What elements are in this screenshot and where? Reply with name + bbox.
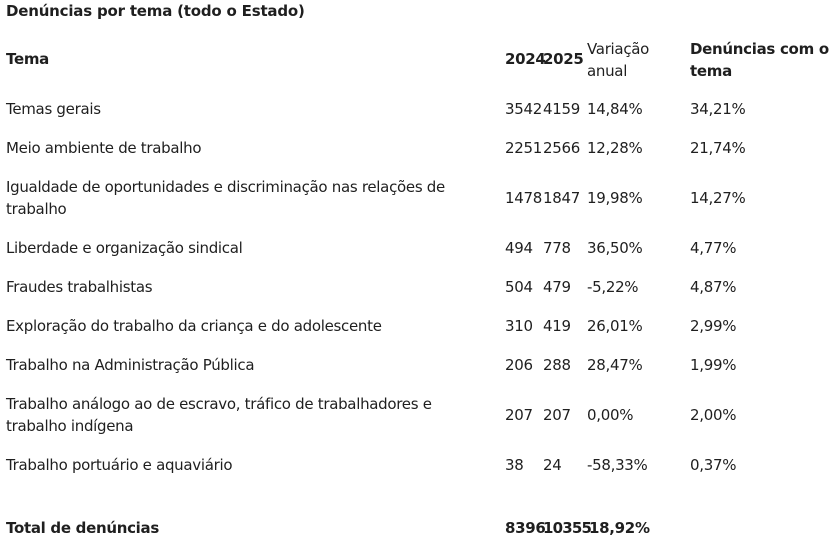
table-row-pct: 4,77%: [690, 239, 737, 257]
table-row-2025: 4159: [543, 100, 580, 118]
table-row-variacao: 0,00%: [587, 406, 634, 424]
table-row-pct: 1,99%: [690, 356, 737, 374]
total-label: Total de denúncias: [6, 519, 159, 537]
table-row-pct: 2,99%: [690, 317, 737, 335]
table-row-pct: 14,27%: [690, 189, 746, 207]
table-row-2025: 778: [543, 239, 571, 257]
table-row-2025: 419: [543, 317, 571, 335]
table-row-pct: 21,74%: [690, 139, 746, 157]
table-row-variacao: 19,98%: [587, 189, 643, 207]
total-2024: 8396: [505, 519, 546, 537]
table-row-2024: 3542: [505, 100, 542, 118]
header-variacao: Variação anual: [587, 40, 650, 80]
table-row-2025: 207: [543, 406, 571, 424]
table-row-tema: Trabalho portuário e aquaviário: [6, 456, 233, 474]
table-row-2025: 2566: [543, 139, 580, 157]
table-row-2024: 2251: [505, 139, 542, 157]
table-row-variacao: -58,33%: [587, 456, 648, 474]
table-row-2024: 504: [505, 278, 533, 296]
table-row-tema: Trabalho na Administração Pública: [6, 356, 255, 374]
table-row-2025: 479: [543, 278, 571, 296]
header-2025: 2025: [543, 50, 584, 68]
table-row-2024: 207: [505, 406, 533, 424]
table-row-variacao: 12,28%: [587, 139, 643, 157]
table-row-variacao: -5,22%: [587, 278, 639, 296]
table-row-tema: Temas gerais: [6, 100, 101, 118]
table-row-pct: 34,21%: [690, 100, 746, 118]
table-row-tema: Trabalho análogo ao de escravo, tráfico …: [6, 395, 432, 435]
table-row-variacao: 26,01%: [587, 317, 643, 335]
table-row-tema: Igualdade de oportunidades e discriminaç…: [6, 178, 445, 218]
table-row-variacao: 28,47%: [587, 356, 643, 374]
table-title: Denúncias por tema (todo o Estado): [6, 2, 305, 20]
total-variacao: 18,92%: [589, 519, 650, 537]
table-row-pct: 4,87%: [690, 278, 737, 296]
table-row-2025: 1847: [543, 189, 580, 207]
header-denuncias: Denúncias com o tema: [690, 40, 829, 80]
table-row-2024: 38: [505, 456, 524, 474]
table-row-variacao: 36,50%: [587, 239, 643, 257]
table-row-tema: Liberdade e organização sindical: [6, 239, 243, 257]
table-row-2024: 494: [505, 239, 533, 257]
total-2025: 10355: [543, 519, 592, 537]
table-row-2025: 24: [543, 456, 562, 474]
table-row-2024: 310: [505, 317, 533, 335]
header-tema: Tema: [6, 50, 49, 68]
table-row-tema: Exploração do trabalho da criança e do a…: [6, 317, 382, 335]
table-row-tema: Fraudes trabalhistas: [6, 278, 153, 296]
header-2024: 2024: [505, 50, 546, 68]
table-row-tema: Meio ambiente de trabalho: [6, 139, 202, 157]
table-row-2025: 288: [543, 356, 571, 374]
table-row-2024: 206: [505, 356, 533, 374]
table-row-pct: 0,37%: [690, 456, 737, 474]
table-row-2024: 1478: [505, 189, 542, 207]
table-row-variacao: 14,84%: [587, 100, 643, 118]
table-row-pct: 2,00%: [690, 406, 737, 424]
